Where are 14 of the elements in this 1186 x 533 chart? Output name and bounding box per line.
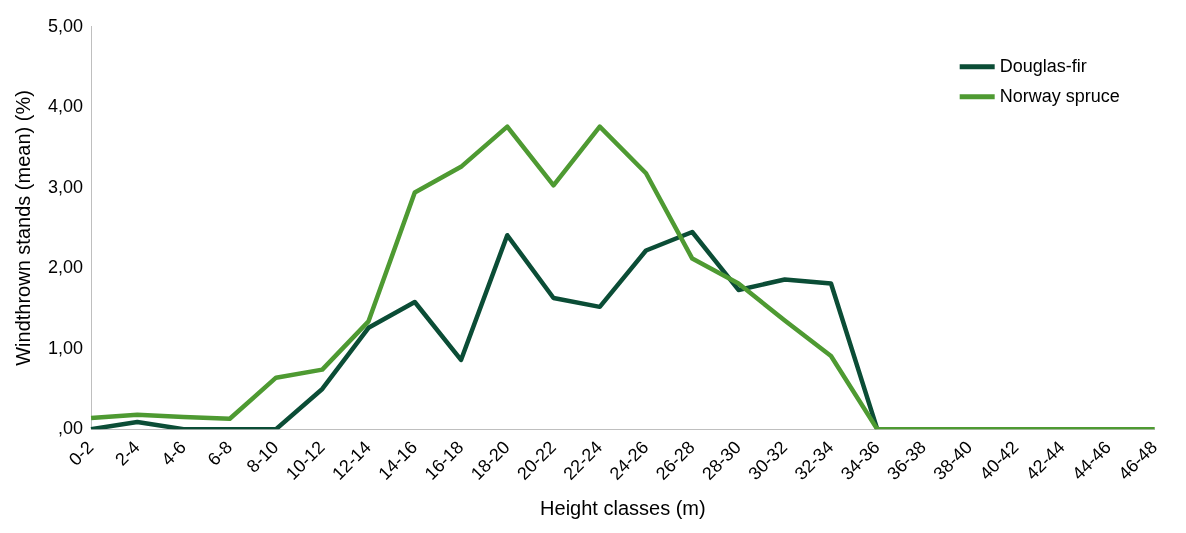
y-tick-label: 2,00 (47, 257, 84, 278)
x-tick-label: 0-2 (64, 437, 98, 470)
y-tick-label: 4,00 (47, 96, 84, 117)
x-axis-title: Height classes (m) (540, 496, 706, 519)
legend-label: Norway spruce (999, 85, 1120, 106)
legend-label: Douglas-fir (999, 55, 1087, 76)
x-tick-label: 2-4 (111, 437, 144, 470)
x-tick-label: 6-8 (203, 437, 237, 470)
y-tick-label: ,00 (58, 418, 84, 439)
y-tick-label: 5,00 (47, 15, 84, 36)
x-tick-label: 4-6 (157, 437, 190, 470)
y-axis-title: Windthrown stands (mean) (%) (11, 90, 34, 366)
y-tick-label: 3,00 (47, 176, 84, 197)
y-tick-label: 1,00 (47, 337, 84, 358)
